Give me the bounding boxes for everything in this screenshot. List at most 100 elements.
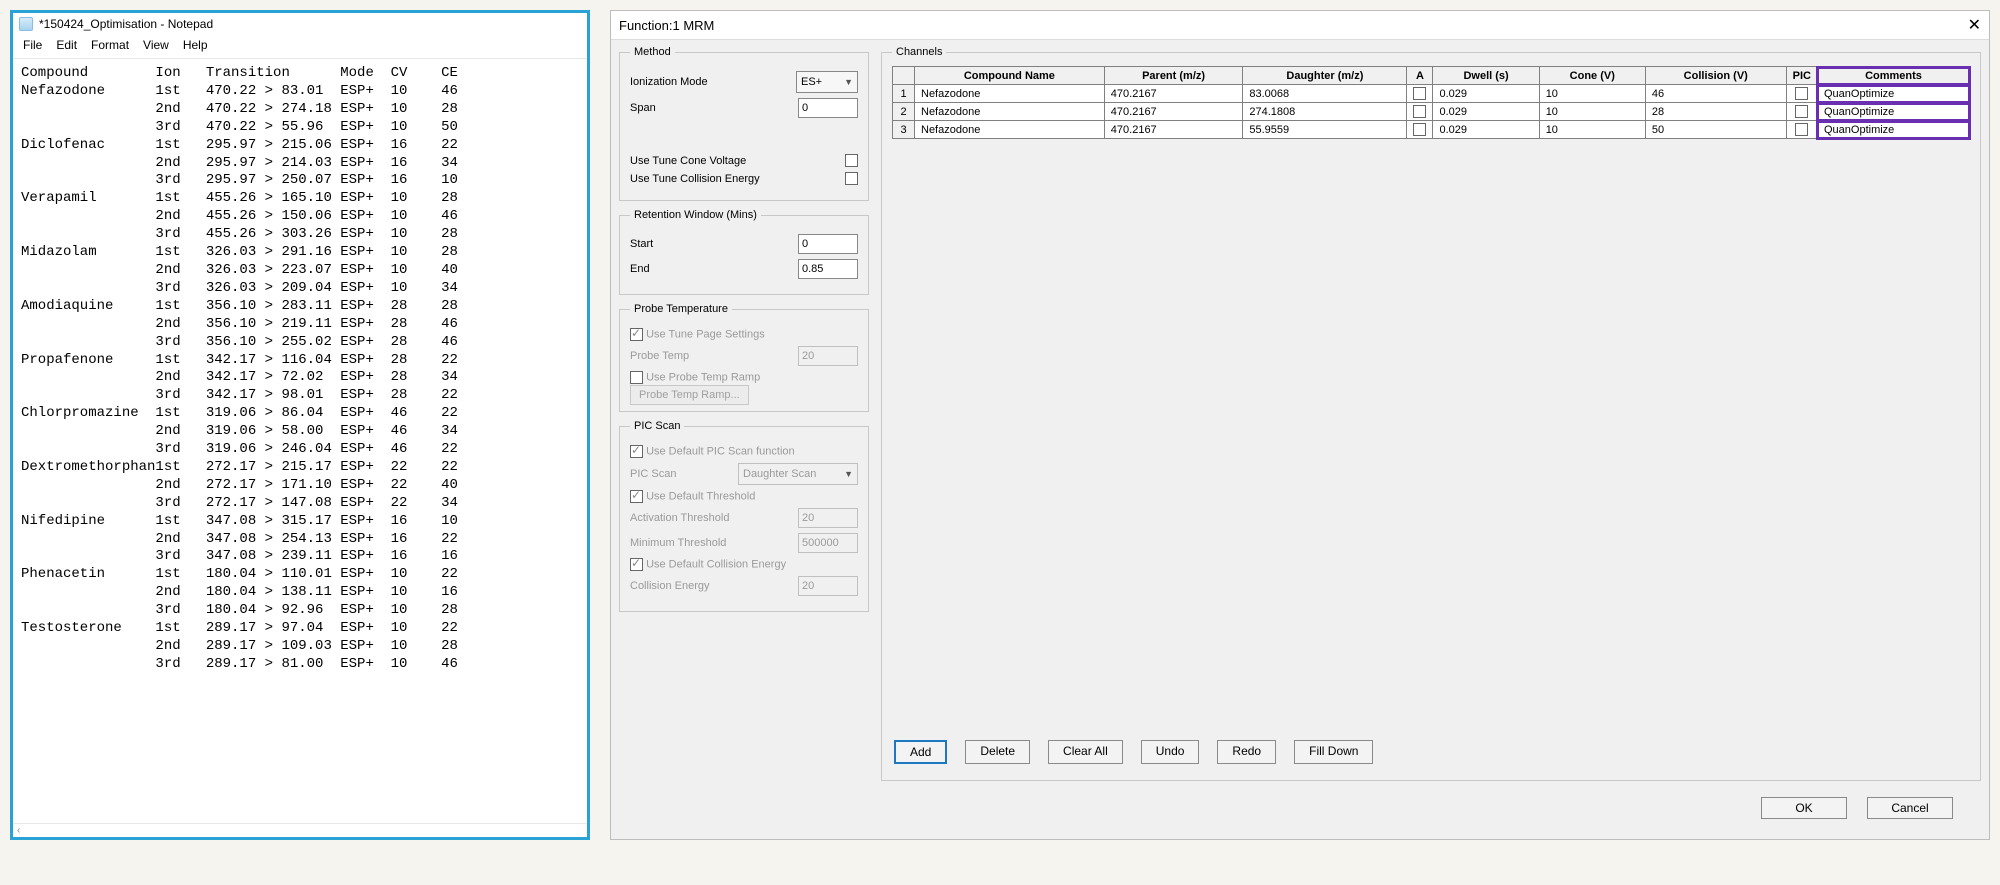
method-group: Method Ionization Mode ES+ ▼ Span Use Tu… xyxy=(619,46,869,201)
pic-checkbox-cell[interactable] xyxy=(1786,85,1817,103)
channels-table[interactable]: Compound NameParent (m/z)Daughter (m/z)A… xyxy=(892,66,1970,139)
probe-group: Probe Temperature Use Tune Page Settings… xyxy=(619,303,869,412)
notepad-icon xyxy=(19,17,33,31)
pic-thresh-label: Use Default Threshold xyxy=(646,490,755,502)
pic-scan-value: Daughter Scan xyxy=(743,468,816,480)
compound-cell[interactable]: Nefazodone xyxy=(915,121,1105,139)
cone-cell[interactable]: 10 xyxy=(1539,85,1645,103)
ionization-select[interactable]: ES+ ▼ xyxy=(796,71,858,93)
start-input[interactable] xyxy=(798,234,858,254)
menu-help[interactable]: Help xyxy=(183,38,208,52)
channels-header[interactable]: Comments xyxy=(1817,67,1969,85)
pic-scan-label: PIC Scan xyxy=(630,468,676,480)
parent-cell[interactable]: 470.2167 xyxy=(1104,103,1243,121)
close-icon[interactable]: ✕ xyxy=(1968,15,1981,35)
notepad-scrollbar[interactable]: ‹ xyxy=(13,823,587,837)
menu-format[interactable]: Format xyxy=(91,38,129,52)
row-number: 1 xyxy=(893,85,915,103)
cone-cell[interactable]: 10 xyxy=(1539,121,1645,139)
collision-cell[interactable]: 46 xyxy=(1645,85,1786,103)
a-checkbox-cell[interactable] xyxy=(1407,85,1433,103)
mrm-titlebar[interactable]: Function:1 MRM ✕ xyxy=(611,11,1989,40)
pic-thresh-checkbox xyxy=(630,490,643,503)
a-checkbox-cell[interactable] xyxy=(1407,103,1433,121)
tune-collision-checkbox[interactable] xyxy=(845,172,858,185)
retention-group: Retention Window (Mins) Start End xyxy=(619,209,869,295)
table-row[interactable]: 1Nefazodone470.216783.0068 0.0291046 QuanO… xyxy=(893,85,1970,103)
table-row[interactable]: 2Nefazodone470.2167274.18080.0291028Quan… xyxy=(893,103,1970,121)
probe-temp-label: Probe Temp xyxy=(630,350,689,362)
filldown-button[interactable]: Fill Down xyxy=(1294,740,1373,764)
parent-cell[interactable]: 470.2167 xyxy=(1104,85,1243,103)
undo-button[interactable]: Undo xyxy=(1141,740,1200,764)
channels-header[interactable]: Cone (V) xyxy=(1539,67,1645,85)
mrm-dialog: Function:1 MRM ✕ Method Ionization Mode … xyxy=(610,10,1990,840)
dwell-cell[interactable]: 0.029 xyxy=(1433,85,1539,103)
redo-button[interactable]: Redo xyxy=(1217,740,1276,764)
clearall-button[interactable]: Clear All xyxy=(1048,740,1123,764)
delete-button[interactable]: Delete xyxy=(965,740,1030,764)
channels-header[interactable]: Collision (V) xyxy=(1645,67,1786,85)
daughter-cell[interactable]: 274.1808 xyxy=(1243,103,1407,121)
channels-header[interactable]: A xyxy=(1407,67,1433,85)
channels-header[interactable] xyxy=(893,67,915,85)
ionization-value: ES+ xyxy=(801,76,822,88)
chevron-down-icon: ▼ xyxy=(844,77,853,87)
probe-ramp-label: Use Probe Temp Ramp xyxy=(646,371,760,383)
menu-edit[interactable]: Edit xyxy=(56,38,77,52)
activation-label: Activation Threshold xyxy=(630,512,729,524)
minimum-label: Minimum Threshold xyxy=(630,537,726,549)
cancel-button[interactable]: Cancel xyxy=(1867,797,1953,819)
a-checkbox-cell[interactable] xyxy=(1407,121,1433,139)
pic-ce-checkbox xyxy=(630,558,643,571)
cone-cell[interactable]: 10 xyxy=(1539,103,1645,121)
collision-cell[interactable]: 50 xyxy=(1645,121,1786,139)
chevron-down-icon: ▼ xyxy=(844,469,853,479)
daughter-cell[interactable]: 83.0068 xyxy=(1243,85,1407,103)
channels-header[interactable]: Parent (m/z) xyxy=(1104,67,1243,85)
parent-cell[interactable]: 470.2167 xyxy=(1104,121,1243,139)
pic-checkbox-cell[interactable] xyxy=(1786,103,1817,121)
probe-legend: Probe Temperature xyxy=(630,303,732,315)
activation-input xyxy=(798,508,858,528)
dwell-cell[interactable]: 0.029 xyxy=(1433,121,1539,139)
ionization-label: Ionization Mode xyxy=(630,76,708,88)
pic-ce-label: Use Default Collision Energy xyxy=(646,558,786,570)
collision-cell[interactable]: 28 xyxy=(1645,103,1786,121)
notepad-title: *150424_Optimisation - Notepad xyxy=(39,17,213,31)
channels-header[interactable]: Compound Name xyxy=(915,67,1105,85)
span-label: Span xyxy=(630,102,656,114)
pic-checkbox-cell[interactable] xyxy=(1786,121,1817,139)
probe-tune-checkbox[interactable] xyxy=(630,328,643,341)
menu-view[interactable]: View xyxy=(143,38,169,52)
channels-header[interactable]: Dwell (s) xyxy=(1433,67,1539,85)
channels-header[interactable]: PIC xyxy=(1786,67,1817,85)
channels-group: Channels Compound NameParent (m/z)Daught… xyxy=(881,46,1981,781)
ok-button[interactable]: OK xyxy=(1761,797,1847,819)
probe-ramp-button: Probe Temp Ramp... xyxy=(630,385,749,405)
tune-collision-label: Use Tune Collision Energy xyxy=(630,173,760,185)
comments-cell[interactable]: QuanOptimize xyxy=(1817,85,1969,103)
menu-file[interactable]: File xyxy=(23,38,42,52)
span-input[interactable] xyxy=(798,98,858,118)
notepad-menu: File Edit Format View Help xyxy=(13,35,587,59)
comments-cell[interactable]: QuanOptimize xyxy=(1817,121,1969,139)
notepad-textarea[interactable]: Compound Ion Transition Mode CV CE Nefaz… xyxy=(13,59,587,823)
compound-cell[interactable]: Nefazodone xyxy=(915,85,1105,103)
add-button[interactable]: Add xyxy=(894,740,947,764)
dwell-cell[interactable]: 0.029 xyxy=(1433,103,1539,121)
daughter-cell[interactable]: 55.9559 xyxy=(1243,121,1407,139)
channels-header[interactable]: Daughter (m/z) xyxy=(1243,67,1407,85)
pic-scan-select: Daughter Scan ▼ xyxy=(738,463,858,485)
comments-cell[interactable]: QuanOptimize xyxy=(1817,103,1969,121)
pic-default-label: Use Default PIC Scan function xyxy=(646,445,795,457)
pic-default-checkbox[interactable] xyxy=(630,445,643,458)
pic-legend: PIC Scan xyxy=(630,420,684,432)
end-input[interactable] xyxy=(798,259,858,279)
table-row[interactable]: 3Nefazodone470.216755.95590.0291050QuanO… xyxy=(893,121,1970,139)
tune-cone-checkbox[interactable] xyxy=(845,154,858,167)
notepad-titlebar[interactable]: *150424_Optimisation - Notepad xyxy=(13,13,587,35)
end-label: End xyxy=(630,263,650,275)
compound-cell[interactable]: Nefazodone xyxy=(915,103,1105,121)
collision-energy-input xyxy=(798,576,858,596)
